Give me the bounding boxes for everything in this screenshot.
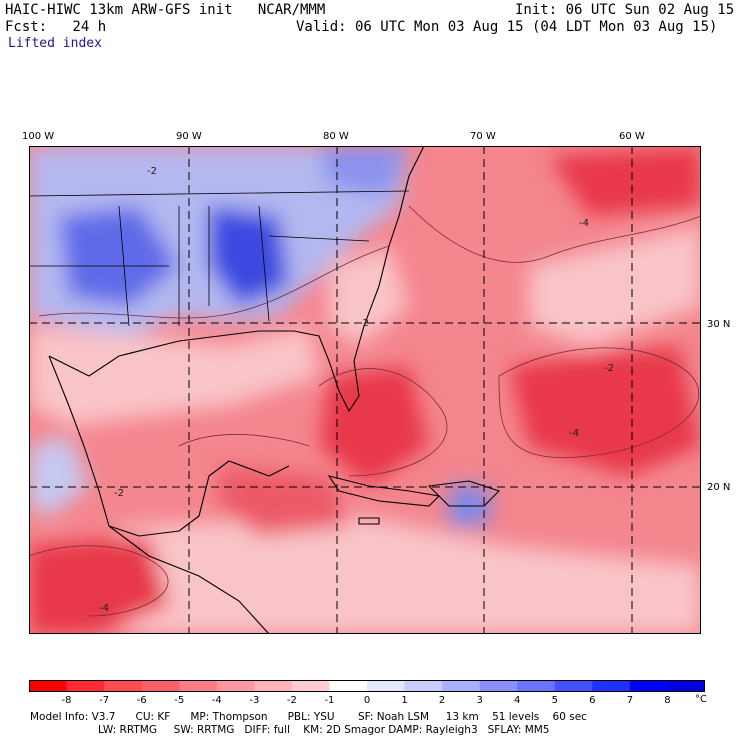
lon-label-100w: 100 W	[22, 131, 55, 142]
colorbar-unit: °C	[695, 694, 707, 705]
colorbar-swatch	[254, 680, 293, 692]
colorbar-swatch	[104, 680, 143, 692]
colorbar-swatch	[329, 680, 368, 692]
model-info-line2: LW: RRTMG SW: RRTMG DIFF: full KM: 2D Sm…	[98, 724, 550, 736]
valid-time: Valid: 06 UTC Mon 03 Aug 15 (04 LDT Mon …	[296, 19, 718, 35]
colorbar-tick-label: -5	[174, 695, 185, 706]
colorbar-swatch	[367, 680, 406, 692]
colorbar-tick-label: -7	[99, 695, 110, 706]
colorbar-swatch	[629, 680, 668, 692]
contour-label: -2	[114, 488, 124, 499]
colorbar-swatch	[667, 680, 705, 692]
lat-label-30n: 30 N	[707, 319, 731, 330]
coastlines	[48, 146, 501, 634]
colorbar-swatch	[442, 680, 481, 692]
colorbar-swatch	[404, 680, 443, 692]
colorbar-swatch	[479, 680, 518, 692]
colorbar-tick-label: 3	[476, 695, 483, 706]
lat-lon-grid	[29, 146, 701, 634]
colorbar-frame	[29, 680, 705, 692]
colorbar-swatch	[66, 680, 105, 692]
colorbar-tick-label: 5	[551, 695, 558, 706]
model-info-line1: Model Info: V3.7 CU: KF MP: Thompson PBL…	[30, 711, 587, 723]
lon-label-60w: 60 W	[619, 131, 645, 142]
colorbar-swatch	[179, 680, 218, 692]
contour-label: -4	[579, 218, 589, 229]
map-frame	[29, 146, 701, 634]
colorbar-tick-label: 1	[401, 695, 408, 706]
lon-label-80w: 80 W	[323, 131, 349, 142]
lifted-index-map: -2 -2 -2 -4 -2 -4 -4	[29, 146, 701, 634]
colorbar-tick-label: 7	[626, 695, 634, 706]
colorbar-tick-label: 0	[363, 695, 371, 706]
colorbar-tick-label: 2	[438, 695, 446, 706]
lon-label-90w: 90 W	[176, 131, 202, 142]
colorbar	[29, 680, 705, 692]
shaded-field	[29, 146, 701, 634]
colorbar-swatch	[592, 680, 631, 692]
model-title: HAIC-HIWC 13km ARW-GFS init NCAR/MMM	[5, 2, 326, 18]
colorbar-tick-label: -4	[211, 695, 222, 706]
colorbar-tick-label: -1	[324, 695, 335, 706]
colorbar-tick-label: -2	[286, 695, 297, 706]
contour-label: -4	[99, 603, 109, 614]
contour-label: -2	[604, 363, 614, 374]
lon-label-70w: 70 W	[470, 131, 496, 142]
contour-label: -4	[569, 428, 579, 439]
colorbar-swatch	[141, 680, 180, 692]
contour-label: -2	[147, 166, 157, 177]
lat-label-20n: 20 N	[707, 482, 731, 493]
colorbar-tick-label: 6	[589, 695, 596, 706]
colorbar-tick-label: 8	[664, 695, 671, 706]
colorbar-swatch	[554, 680, 593, 692]
colorbar-tick-label: -3	[249, 695, 260, 706]
colorbar-tick-label: -6	[136, 695, 147, 706]
contour-value-labels: -2 -2 -2 -4 -2 -4 -4	[99, 166, 614, 614]
contour-lines	[29, 205, 701, 617]
field-name: Lifted index	[8, 36, 102, 51]
colorbar-swatch	[291, 680, 330, 692]
colorbar-tick-label: -8	[61, 695, 72, 706]
init-time: Init: 06 UTC Sun 02 Aug 15	[515, 2, 735, 18]
colorbar-swatch	[29, 680, 68, 692]
state-borders	[29, 190, 410, 327]
colorbar-swatch	[517, 680, 556, 692]
colorbar-swatch	[216, 680, 255, 692]
forecast-hour: Fcst: 24 h	[5, 19, 107, 35]
colorbar-tick-label: 4	[514, 695, 521, 706]
contour-label: -2	[359, 318, 369, 329]
